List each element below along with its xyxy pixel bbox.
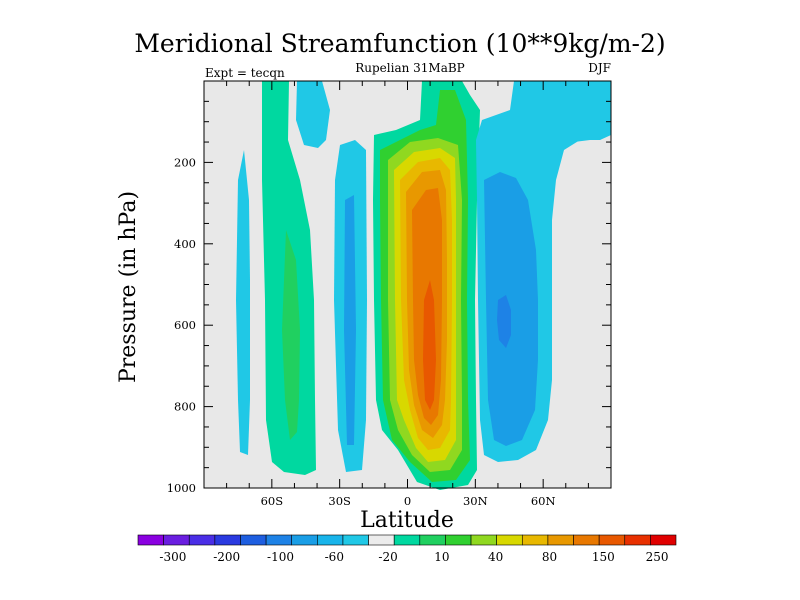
colorbar-swatch: [470, 534, 497, 546]
right-label: DJF: [588, 61, 611, 75]
x-tick-label: 30N: [463, 494, 488, 508]
x-tick-label: 0: [404, 494, 411, 508]
x-axis: 60S 30S 0 30N 60N: [203, 81, 612, 508]
colorbar-swatch: [163, 534, 190, 546]
nh-upper-negative-tongue: [552, 81, 611, 180]
x-tick-label: 60N: [531, 494, 556, 508]
nh-mid-latitude-negative-contour-60: [484, 172, 538, 446]
colorbar-swatch: [419, 534, 446, 546]
y-axis: 200 400 600 800 1000: [167, 100, 611, 495]
colorbar-swatch: [445, 534, 472, 546]
x-axis-label: Latitude: [360, 508, 454, 533]
colorbar-swatch: [624, 534, 651, 546]
y-axis-label: Pressure (in hPa): [116, 191, 141, 383]
y-tick-label: 600: [174, 318, 196, 332]
colorbar-swatch: [240, 534, 267, 546]
colorbar-swatch: [521, 534, 549, 546]
colorbar-label: 250: [646, 550, 669, 564]
colorbar-swatch: [214, 534, 241, 546]
contour-fills: [236, 81, 611, 490]
colorbar: -300 -200 -100 -60 -20 10 40 80 150 250: [137, 534, 677, 564]
colorbar-label: 10: [434, 550, 449, 564]
colorbar-label: 40: [488, 550, 503, 564]
y-tick-label: 1000: [167, 481, 196, 495]
colorbar-swatch: [650, 534, 677, 546]
y-tick-label: 400: [174, 237, 196, 251]
nh-polar-upper-negative-cell: [296, 81, 330, 148]
colorbar-label: -60: [325, 550, 344, 564]
plot-area: 60S 30S 0 30N 60N 200 400 600 800 1000: [167, 80, 612, 508]
colorbar-swatch: [393, 534, 421, 546]
left-label: Expt = tecqn: [205, 66, 285, 80]
colorbar-label: 80: [542, 550, 557, 564]
colorbar-label: -200: [213, 550, 240, 564]
x-tick-label: 30S: [328, 494, 351, 508]
colorbar-swatch: [265, 534, 293, 546]
colorbar-swatch: [496, 534, 523, 546]
sh-subtropical-negative-contour-20: [344, 195, 356, 445]
nh-mid-latitude-negative-core: [497, 295, 511, 348]
colorbar-swatch: [573, 534, 600, 546]
y-tick-label: 200: [174, 155, 196, 169]
colorbar-label: -20: [378, 550, 397, 564]
colorbar-swatch: [188, 534, 216, 546]
sh-polar-negative-cell: [236, 150, 250, 455]
colorbar-swatch: [598, 534, 626, 546]
colorbar-swatch: [137, 534, 164, 546]
colorbar-swatch: [547, 534, 574, 546]
x-tick-label: 60S: [261, 494, 284, 508]
y-tick-label: 800: [174, 400, 196, 414]
colorbar-swatch: [368, 534, 395, 546]
colorbar-swatch: [317, 534, 344, 546]
center-label: Rupelian 31MaBP: [355, 61, 465, 75]
colorbar-label: -100: [267, 550, 294, 564]
colorbar-label: 150: [592, 550, 615, 564]
colorbar-swatch: [291, 534, 318, 546]
nh-tropical-contour-250: [423, 280, 436, 410]
sh-mid-latitude-positive-contour-40: [282, 230, 300, 440]
colorbar-swatch: [342, 534, 369, 546]
chart-title: Meridional Streamfunction (10**9kg/m-2): [134, 29, 665, 58]
colorbar-label: -300: [159, 550, 186, 564]
